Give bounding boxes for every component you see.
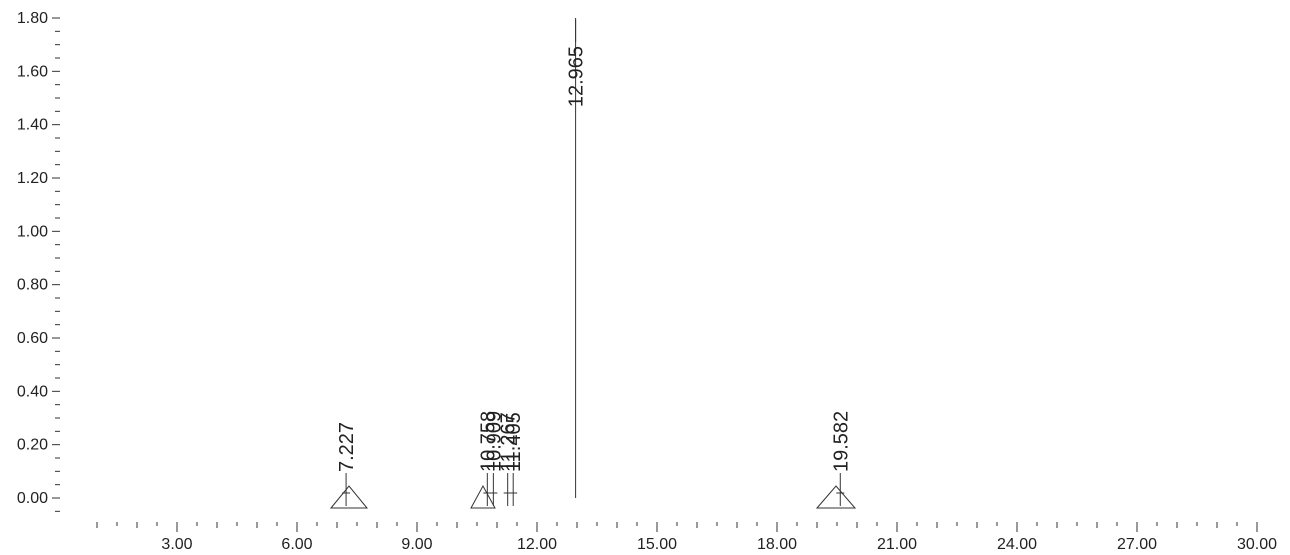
axis-ticks: 0.00 0.20 0.40 0.60 0.80 1.00 1.20 1.40 1.60 1.80… (17, 10, 1277, 553)
x-tick-label: 6.00 (281, 536, 312, 553)
peak-label: 7.227 (336, 422, 358, 472)
y-tick-label: 1.20 (17, 170, 48, 187)
peak-label: 10.758 (477, 411, 499, 472)
peak-label: 11.267 (498, 412, 520, 472)
y-tick-label: 1.60 (17, 63, 48, 80)
x-tick-label: 18.00 (757, 536, 797, 553)
y-tick-label: 0.00 (17, 490, 48, 507)
y-tick-label: 1.80 (17, 10, 48, 27)
peak-label: 11.405 (503, 412, 525, 472)
y-tick-label: 0.20 (17, 437, 48, 454)
y-tick-label: 1.00 (17, 223, 48, 240)
peak-label: 19.582 (830, 411, 852, 472)
x-tick-label: 21.00 (877, 536, 917, 553)
x-tick-label: 30.00 (1237, 536, 1277, 553)
y-tick-label: 1.40 (17, 117, 48, 134)
x-tick-label: 15.00 (637, 536, 677, 553)
y-tick-label: 0.80 (17, 277, 48, 294)
x-tick-label: 3.00 (161, 536, 192, 553)
y-tick-label: 0.40 (17, 383, 48, 400)
x-tick-label: 24.00 (997, 536, 1037, 553)
integration-triangle (470, 484, 496, 509)
peak-label: 10.909 (483, 411, 505, 472)
x-tick-label: 27.00 (1117, 536, 1157, 553)
integration-triangle (329, 485, 369, 509)
peak-label: 12.965 (566, 46, 588, 107)
integration-triangle (815, 485, 857, 509)
x-tick-label: 9.00 (401, 536, 432, 553)
x-tick-label: 12.00 (517, 536, 557, 553)
y-tick-label: 0.60 (17, 330, 48, 347)
